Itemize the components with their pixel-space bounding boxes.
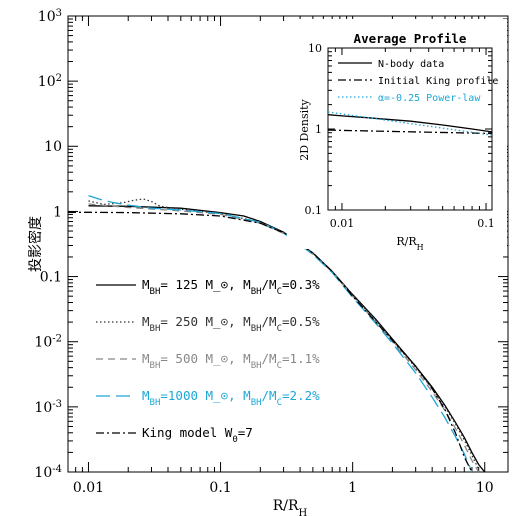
y-tick-label: 10-3 — [34, 398, 62, 416]
inset-y-axis-title: 2D Density — [298, 98, 311, 160]
y-tick-label: 10 — [308, 42, 322, 55]
series-line-1 — [327, 129, 493, 135]
series-line-0 — [327, 114, 493, 133]
y-tick-label: 1 — [53, 204, 62, 220]
y-tick-label: 0.1 — [40, 269, 62, 285]
main-plot-frame — [67, 15, 509, 473]
y-tick-label: 102 — [38, 73, 62, 91]
legend-label-4: King model W0=7 — [142, 425, 253, 445]
x-tick-label: 0.01 — [73, 480, 104, 496]
y-axis-title: 投影密度 — [27, 216, 44, 272]
y-tick-label: 0.1 — [305, 204, 323, 217]
inset-legend: N-body data Initial King profile α=-0.25 P… — [338, 59, 498, 104]
legend-label-2: MBH= 500 M_⊙, MBH/MC=1.1% — [142, 351, 320, 371]
x-tick-label: 10 — [476, 480, 494, 496]
series-line-3 — [88, 194, 473, 473]
legend-label-1: MBH= 250 M_⊙, MBH/MC=0.5% — [142, 314, 320, 334]
x-tick-label: 0.01 — [330, 217, 355, 230]
x-axis-title: R/RH — [273, 498, 308, 516]
series-line-2 — [88, 203, 480, 473]
x-tick-label: 1 — [348, 480, 357, 496]
y-tick-label: 10-2 — [34, 333, 62, 351]
x-tick-label: 0.1 — [477, 217, 495, 230]
series-line-0 — [88, 205, 486, 473]
inset-title: Average Profile — [354, 31, 467, 46]
main-legend: MBH= 125 M_⊙, MBH/MC=0.3% MBH= 250 M_⊙, M… — [96, 277, 320, 445]
legend-label-1: Initial King profile — [378, 76, 498, 87]
legend-label-0: MBH= 125 M_⊙, MBH/MC=0.3% — [142, 277, 320, 297]
y-tick-label: 10 — [44, 139, 62, 155]
inset-background — [287, 19, 507, 249]
y-tick-label: 103 — [38, 7, 62, 25]
y-tick-label: 1 — [315, 123, 322, 136]
legend-label-2: α=-0.25 Power-law — [378, 93, 481, 104]
series-line-1 — [88, 198, 480, 470]
inset-x-axis-title: R/RH — [396, 235, 423, 252]
legend-label-3: MBH=1000 M_⊙, MBH/MC=2.2% — [142, 388, 320, 408]
x-tick-label: 0.1 — [209, 480, 231, 496]
legend-label-0: N-body data — [378, 59, 444, 70]
y-tick-label: 10-4 — [34, 463, 62, 481]
